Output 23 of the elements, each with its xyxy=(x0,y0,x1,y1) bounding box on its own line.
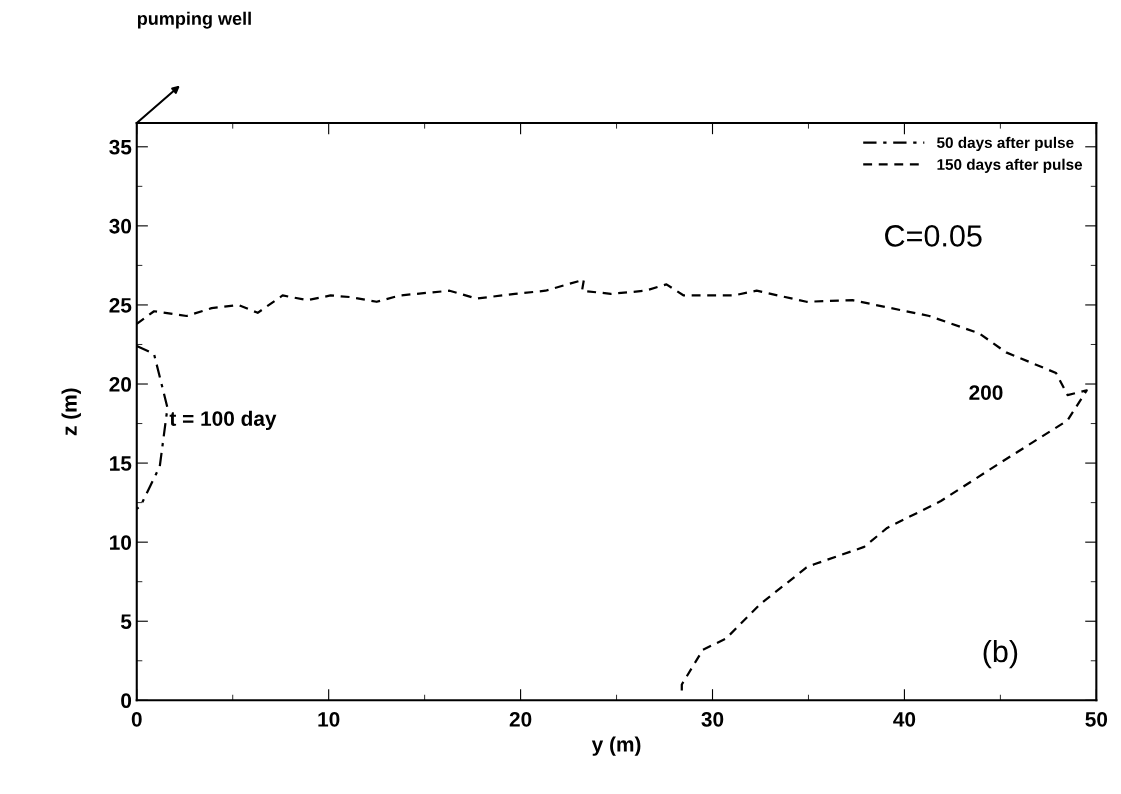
legend-label: 150 days after pulse xyxy=(937,158,1083,173)
x-tick-label: 50 xyxy=(1085,711,1108,727)
y-tick-label: 20 xyxy=(109,377,132,392)
x-tick-label: 0 xyxy=(131,711,142,727)
annotation: C=0.05 xyxy=(885,225,982,247)
y-tick-label: 15 xyxy=(110,456,132,471)
text: pumping well xyxy=(137,11,251,29)
legend-label: 50 days after pulse xyxy=(937,136,1074,152)
y-tick-label: 5 xyxy=(120,614,132,629)
x-tick-label: 20 xyxy=(509,711,532,727)
x-tick-label: 10 xyxy=(318,711,340,727)
x-tick-label: 40 xyxy=(893,711,916,727)
y-tick-label: 0 xyxy=(121,693,132,709)
y-tick-label: 10 xyxy=(110,535,132,550)
x-axis-title: y (m) xyxy=(591,736,641,756)
annotation: (b) xyxy=(983,639,1018,669)
x-tick-label: 30 xyxy=(701,711,724,727)
y-tick-label: 35 xyxy=(109,139,132,155)
y-tick-label: 25 xyxy=(109,297,132,313)
annotation: t = 100 day xyxy=(169,410,277,431)
y-tick-label: 30 xyxy=(109,218,132,234)
annotation: 200 xyxy=(969,385,1003,400)
y-axis-title: z (m) xyxy=(61,388,81,436)
